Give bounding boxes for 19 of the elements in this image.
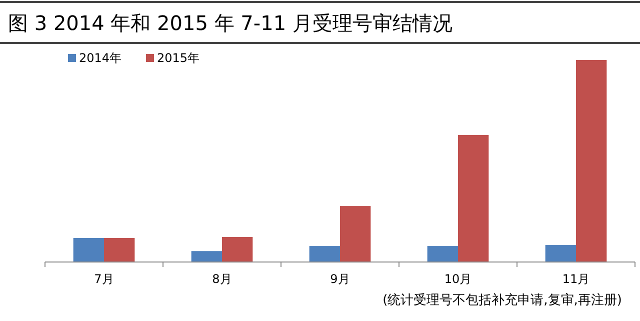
bar <box>545 245 576 262</box>
bar <box>458 134 489 262</box>
legend-label: 2014年 <box>79 51 122 65</box>
bar <box>576 60 607 262</box>
bar <box>427 246 458 262</box>
bar <box>191 251 222 262</box>
legend-label: 2015年 <box>157 51 200 65</box>
bar <box>104 238 135 262</box>
bar <box>222 236 253 262</box>
bar <box>340 206 371 262</box>
x-tick-label: 7月 <box>94 272 114 286</box>
text: (统计受理号不包括补充申请,复审,再注册) <box>382 292 622 308</box>
bar <box>73 238 104 262</box>
x-tick-label: 11月 <box>562 272 590 286</box>
bar <box>309 246 340 262</box>
x-tick-label: 8月 <box>212 272 232 286</box>
chart-title: 图 3 2014 年和 2015 年 7-11 月受理号审结情况 <box>8 11 452 35</box>
x-tick-label: 9月 <box>330 272 350 286</box>
x-tick-label: 10月 <box>444 272 472 286</box>
